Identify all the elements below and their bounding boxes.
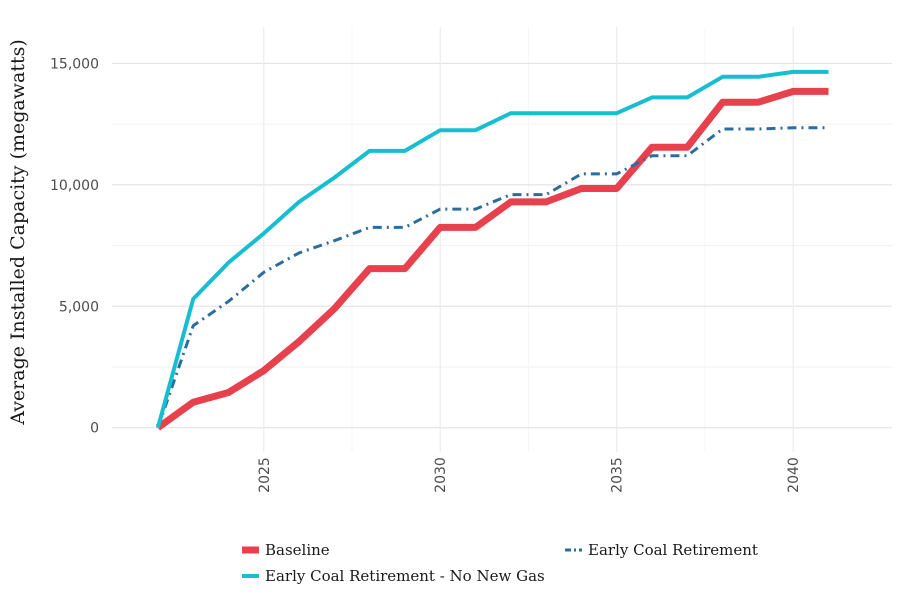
x-axis-tick-labels: 2025 2030 2035 2040	[257, 457, 802, 493]
series-lines	[155, 69, 829, 431]
legend: Baseline Early Coal Retirement Early Coal …	[242, 541, 758, 585]
series-line-baseline	[155, 87, 829, 431]
y-tick-label: 0	[90, 421, 99, 437]
x-tick-label: 2035	[610, 457, 626, 493]
y-tick-label: 5,000	[59, 299, 99, 315]
x-tick-label: 2025	[257, 457, 273, 493]
legend-label: Early Coal Retirement - No New Gas	[265, 567, 545, 585]
y-tick-label: 10,000	[50, 178, 99, 194]
x-tick-label: 2040	[786, 457, 802, 493]
y-axis-tick-labels: 0 5,000 10,000 15,000	[50, 56, 99, 436]
major-gridlines	[112, 27, 892, 452]
legend-label: Early Coal Retirement	[588, 541, 758, 559]
legend-label: Baseline	[265, 541, 330, 559]
y-axis-title: Average Installed Capacity (megawatts)	[7, 39, 29, 426]
y-tick-label: 15,000	[50, 56, 99, 72]
series-line-early-coal-retirement	[156, 126, 829, 429]
x-tick-label: 2030	[433, 457, 449, 493]
series-line-early-coal-retirement-no-new-gas	[155, 69, 829, 429]
minor-gridlines	[112, 27, 892, 452]
